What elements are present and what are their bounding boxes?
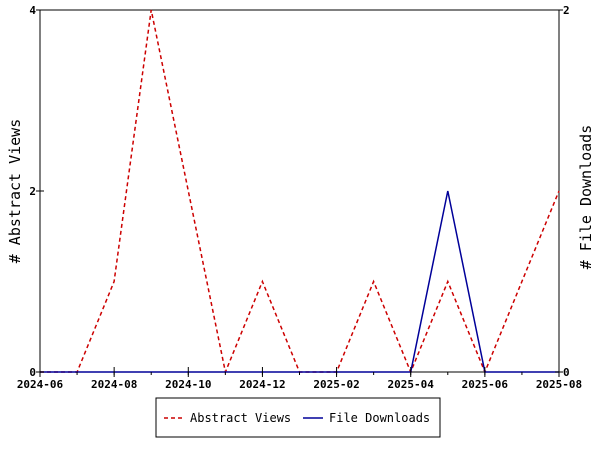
plot-area bbox=[39, 9, 560, 373]
x-tick-label: 2025-08 bbox=[536, 378, 582, 391]
y-left-tick-label: 0 bbox=[29, 366, 36, 379]
y-right-tick-label: 0 bbox=[563, 366, 570, 379]
x-tick-label: 2024-08 bbox=[91, 378, 137, 391]
y-left-tick-label: 2 bbox=[29, 185, 36, 198]
x-tick-label: 2024-10 bbox=[165, 378, 211, 391]
legend-label-abstract-views: Abstract Views bbox=[190, 411, 291, 425]
y-axis-right-title: # File Downloads bbox=[577, 125, 595, 270]
x-tick-label: 2025-06 bbox=[462, 378, 509, 391]
legend-label-file-downloads: File Downloads bbox=[329, 411, 430, 425]
x-tick-label: 2025-02 bbox=[313, 378, 359, 391]
y-right-tick-label: 2 bbox=[563, 4, 570, 17]
y-axis-left-title: # Abstract Views bbox=[6, 119, 24, 264]
legend: Abstract Views File Downloads bbox=[155, 397, 441, 438]
x-tick-label: 2024-12 bbox=[239, 378, 285, 391]
x-tick-label: 2025-04 bbox=[388, 378, 435, 391]
y-left-tick-label: 4 bbox=[29, 4, 36, 17]
legend-box bbox=[155, 397, 441, 438]
x-tick-label: 2024-06 bbox=[17, 378, 64, 391]
tick-layer: 2024-06 2024-08 2024-10 2024-12 2025-02 2025-… bbox=[17, 4, 582, 391]
